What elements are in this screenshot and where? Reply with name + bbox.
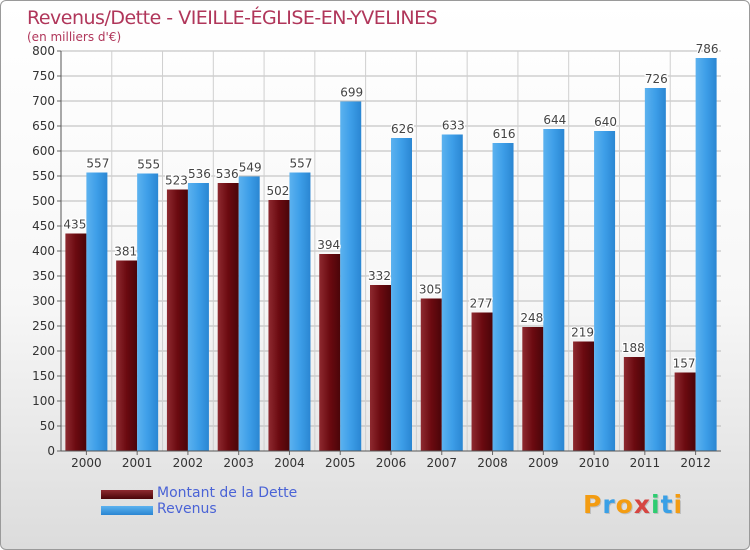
data-label-revenue: 549 — [239, 161, 262, 175]
brand-letter: x — [633, 490, 651, 519]
bar-debt — [522, 327, 544, 451]
data-label-debt: 394 — [317, 238, 340, 252]
x-tick-label: 2006 — [376, 456, 407, 470]
bar-revenue — [289, 172, 311, 451]
data-label-revenue: 557 — [86, 157, 109, 171]
data-label-revenue: 786 — [696, 42, 719, 56]
bar-debt — [623, 357, 645, 451]
data-label-debt: 435 — [63, 218, 86, 232]
x-tick-label: 2012 — [680, 456, 711, 470]
bar-debt — [674, 372, 696, 451]
legend-swatch-revenue — [101, 506, 153, 515]
y-tick-label: 100 — [32, 394, 55, 408]
data-label-debt: 277 — [470, 297, 493, 311]
y-tick-label: 800 — [32, 44, 55, 58]
data-label-revenue: 616 — [493, 127, 516, 141]
bar-revenue — [492, 143, 514, 451]
brand-letter: P — [583, 490, 603, 519]
y-tick-label: 750 — [32, 69, 55, 83]
data-label-debt: 381 — [114, 245, 137, 259]
y-tick-label: 650 — [32, 119, 55, 133]
y-tick-label: 400 — [32, 244, 55, 258]
y-tick-label: 700 — [32, 94, 55, 108]
x-tick-label: 2008 — [477, 456, 508, 470]
x-tick-label: 2003 — [223, 456, 254, 470]
x-tick-label: 2011 — [630, 456, 661, 470]
data-label-debt: 305 — [419, 283, 442, 297]
bar-debt — [166, 189, 188, 451]
data-label-debt: 219 — [571, 326, 594, 340]
bar-revenue — [594, 131, 616, 451]
data-label-revenue: 633 — [442, 119, 465, 133]
bar-debt — [471, 312, 493, 451]
x-tick-label: 2002 — [173, 456, 204, 470]
x-tick-label: 2009 — [528, 456, 559, 470]
bar-revenue — [391, 138, 412, 451]
legend-label-debt: Montant de la Dette — [157, 485, 298, 501]
brand-letter: t — [660, 490, 674, 519]
bar-revenue — [86, 172, 108, 451]
brand-letter: o — [615, 490, 634, 519]
data-label-revenue: 626 — [391, 122, 414, 136]
y-tick-label: 0 — [47, 444, 55, 458]
bar-revenue — [441, 134, 463, 451]
y-tick-label: 250 — [32, 319, 55, 333]
y-tick-label: 50 — [40, 419, 55, 433]
brand-letter: i — [673, 490, 684, 519]
data-label-revenue: 726 — [645, 72, 668, 86]
bar-debt — [319, 254, 341, 451]
data-label-debt: 502 — [267, 184, 290, 198]
bar-debt — [420, 298, 442, 451]
bar-revenue — [340, 101, 362, 451]
chart-title: Revenus/Dette - VIEILLE-ÉGLISE-EN-YVELIN… — [27, 7, 438, 29]
y-tick-label: 600 — [32, 144, 55, 158]
bar-debt — [65, 233, 87, 451]
bar-debt — [217, 183, 239, 451]
legend-label-revenue: Revenus — [157, 501, 217, 517]
bar-revenue — [695, 58, 717, 451]
data-label-revenue: 557 — [290, 157, 313, 171]
x-tick-label: 2001 — [122, 456, 153, 470]
x-tick-label: 2005 — [325, 456, 356, 470]
bar-debt — [573, 341, 595, 451]
bar-revenue — [187, 183, 209, 451]
data-label-debt: 157 — [673, 357, 696, 371]
x-tick-label: 2000 — [71, 456, 102, 470]
data-label-revenue: 536 — [188, 167, 211, 181]
data-label-revenue: 640 — [594, 115, 617, 129]
x-tick-label: 2004 — [274, 456, 305, 470]
data-label-revenue: 555 — [137, 158, 160, 172]
data-label-debt: 523 — [165, 174, 188, 188]
y-tick-label: 200 — [32, 344, 55, 358]
legend-swatch-debt — [101, 490, 153, 499]
bar-debt — [268, 200, 290, 451]
bar-debt — [370, 285, 391, 451]
bar-debt — [116, 260, 138, 451]
data-label-debt: 188 — [622, 341, 645, 355]
brand-logo: Proxiti — [583, 490, 683, 519]
y-tick-label: 150 — [32, 369, 55, 383]
bar-revenue — [644, 88, 666, 451]
y-tick-label: 450 — [32, 219, 55, 233]
bar-revenue — [238, 176, 260, 451]
data-label-revenue: 699 — [340, 86, 363, 100]
y-tick-label: 350 — [32, 269, 55, 283]
data-label-debt: 248 — [520, 311, 543, 325]
data-label-debt: 536 — [216, 167, 239, 181]
y-tick-label: 500 — [32, 194, 55, 208]
x-tick-label: 2007 — [426, 456, 457, 470]
bar-revenue — [543, 129, 565, 451]
bar-revenue — [137, 173, 159, 451]
brand-letter: i — [651, 490, 661, 519]
y-tick-label: 550 — [32, 169, 55, 183]
y-tick-label: 300 — [32, 294, 55, 308]
x-tick-label: 2010 — [579, 456, 610, 470]
chart-subtitle: (en milliers d'€) — [27, 30, 122, 44]
data-label-debt: 332 — [368, 269, 391, 283]
data-label-revenue: 644 — [543, 113, 566, 127]
brand-letter: r — [602, 490, 616, 519]
